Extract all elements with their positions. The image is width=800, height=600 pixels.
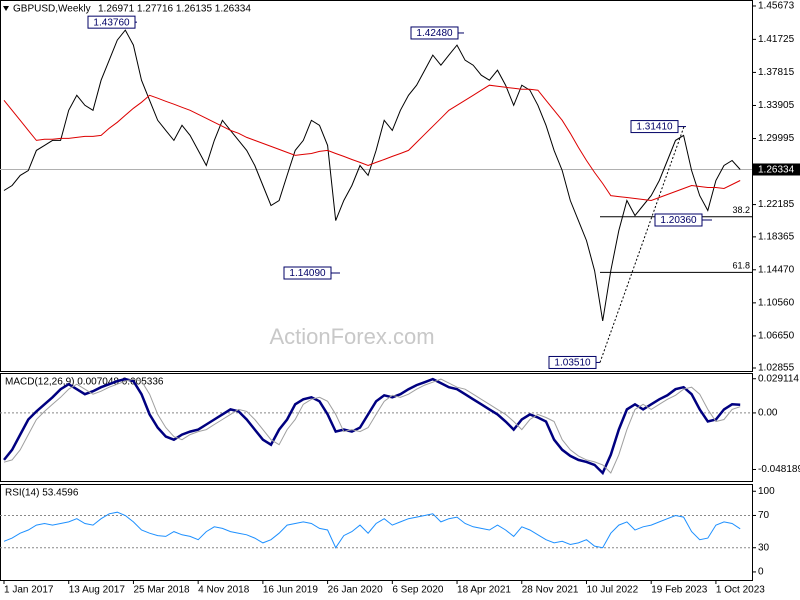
panel-frame <box>0 484 753 581</box>
series-line <box>3 29 741 321</box>
annotation-box <box>283 266 332 280</box>
annotation-box <box>410 26 459 40</box>
x-tick-label: 18 Apr 2021 <box>457 585 511 596</box>
x-tick-label: 19 Feb 2023 <box>651 585 708 596</box>
annotation-box <box>630 120 679 134</box>
series-line <box>3 84 741 202</box>
y-tick-label: 100 <box>758 486 775 497</box>
annotation-label: 1.03510 <box>554 358 591 369</box>
fib-label: 38.2 <box>732 205 750 215</box>
fib-trend-line <box>599 126 685 363</box>
x-tick-label: 10 Jul 2022 <box>586 585 638 596</box>
annotation-label: 1.14090 <box>289 268 326 279</box>
x-tick-label: 6 Sep 2020 <box>392 585 444 596</box>
y-tick-label: 1.14470 <box>758 264 795 275</box>
panel-frame <box>0 0 753 372</box>
series-line <box>3 377 741 476</box>
panel-title: MACD(12,26,9) 0.007048 0.005336 <box>5 377 164 388</box>
x-tick-label: 1 Oct 2023 <box>716 585 765 596</box>
annotation-label: 1.43760 <box>93 17 130 28</box>
last-price-label: 1.26334 <box>758 165 795 176</box>
watermark: ActionForex.com <box>269 324 434 349</box>
y-tick-label: 1.37815 <box>758 67 795 78</box>
y-tick-label: 1.41725 <box>758 34 795 45</box>
y-tick-label: 1.06650 <box>758 331 795 342</box>
fib-label: 61.8 <box>732 261 750 271</box>
ohlc-text: 1.26971 1.27716 1.26135 1.26334 <box>98 4 251 15</box>
annotation-label: 1.31410 <box>636 122 673 133</box>
series-line <box>3 378 741 474</box>
annotation-box <box>87 15 136 29</box>
y-tick-label: 1.02855 <box>758 363 795 374</box>
series-line <box>3 511 741 549</box>
panel-title: RSI(14) 53.4596 <box>5 488 79 499</box>
y-tick-label: 1.18365 <box>758 232 795 243</box>
chart-title: GBPUSD,Weekly <box>13 4 91 15</box>
y-tick-label: 30 <box>758 542 770 553</box>
x-tick-label: 13 Aug 2017 <box>69 585 126 596</box>
annotation-box <box>654 213 703 227</box>
x-tick-label: 28 Nov 2021 <box>522 585 579 596</box>
y-tick-label: 1.10560 <box>758 297 795 308</box>
x-tick-label: 26 Jan 2020 <box>328 585 383 596</box>
y-tick-label: 0.029114 <box>758 373 799 384</box>
y-tick-label: 70 <box>758 510 770 521</box>
x-tick-label: 16 Jun 2019 <box>263 585 318 596</box>
y-tick-label: 1.33905 <box>758 100 795 111</box>
x-tick-label: 1 Jan 2017 <box>4 585 54 596</box>
y-tick-label: 1.22185 <box>758 199 795 210</box>
y-tick-label: 0 <box>758 567 764 578</box>
y-tick-label: -0.048189 <box>758 464 800 475</box>
panel-frame <box>0 373 753 482</box>
annotation-label: 1.20360 <box>660 215 697 226</box>
y-tick-label: 1.45673 <box>758 1 795 12</box>
y-tick-label: 0.00 <box>758 408 778 419</box>
menu-icon <box>3 6 9 11</box>
annotation-box <box>548 355 597 369</box>
x-tick-label: 4 Nov 2018 <box>198 585 250 596</box>
annotation-label: 1.42480 <box>416 28 453 39</box>
x-tick-label: 25 Mar 2018 <box>133 585 190 596</box>
last-price-box <box>753 163 800 176</box>
y-tick-label: 1.29995 <box>758 133 795 144</box>
